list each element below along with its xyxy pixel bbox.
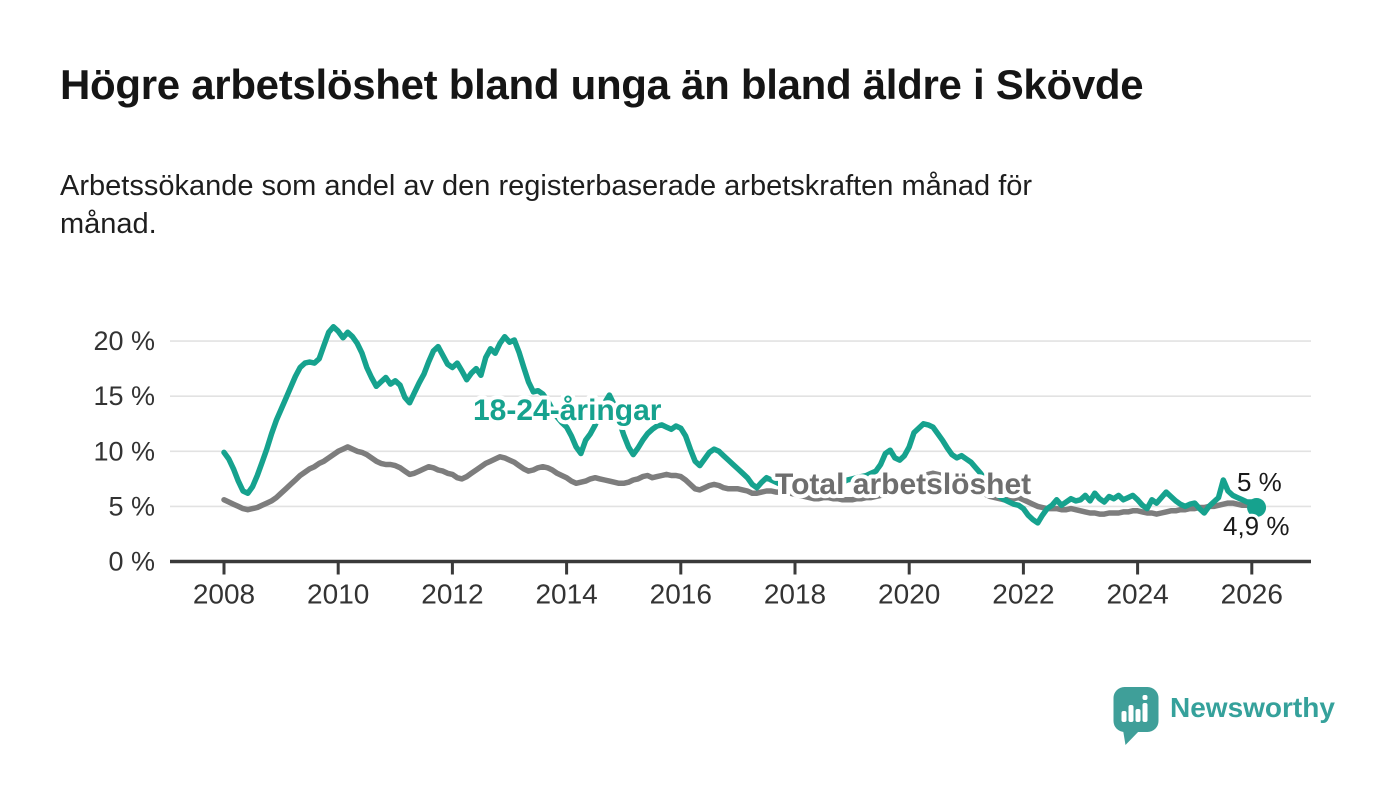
x-axis: 2008 2010 2012 2014 2016 2018 2020 2022 2024 2026	[170, 559, 1311, 610]
y-tick-label: 15 %	[93, 381, 155, 411]
chart-subtitle: Arbetssökande som andel av den registerb…	[60, 167, 1032, 243]
x-tick-label: 2020	[878, 579, 940, 610]
newsworthy-logo-icon	[1113, 687, 1159, 745]
x-tick-label: 2022	[992, 579, 1054, 610]
y-tick-label: 20 %	[93, 326, 155, 356]
x-tick-label: 2018	[764, 579, 826, 610]
series-line-1	[221, 444, 1260, 517]
y-tick-label: 0 %	[108, 547, 155, 577]
x-tick-label: 2010	[307, 579, 369, 610]
y-tick-label: 10 %	[93, 436, 155, 466]
chart-subtitle-line2: månad.	[60, 208, 157, 240]
chart-title: Högre arbetslöshet bland unga än bland ä…	[60, 61, 1144, 108]
series-lines	[221, 324, 1260, 526]
newsworthy-logo-text: Newsworthy	[1170, 692, 1335, 723]
x-tick-label: 2008	[193, 579, 255, 610]
series-line-0	[221, 324, 1260, 526]
series-label-total: Total arbetslöshet	[775, 468, 1031, 501]
y-tick-label: 5 %	[108, 491, 155, 521]
logo-bars	[1121, 695, 1148, 722]
x-tick-label: 2026	[1221, 579, 1283, 610]
x-tick-label: 2012	[421, 579, 483, 610]
x-tick-label: 2016	[650, 579, 712, 610]
x-tick-label: 2024	[1106, 579, 1168, 610]
gridlines-and-y-axis-labels: 0 % 5 % 10 % 15 % 20 %	[93, 326, 1311, 577]
endpoint-dots	[1247, 498, 1267, 518]
endpoint-dot-young	[1247, 498, 1267, 518]
chart-subtitle-line1: Arbetssökande som andel av den registerb…	[60, 170, 1033, 202]
series-label-young: 18-24-åringar	[473, 394, 662, 427]
x-tick-label: 2014	[535, 579, 597, 610]
end-value-label-total: 5 %	[1237, 467, 1282, 497]
end-value-label-young: 4,9 %	[1223, 511, 1290, 541]
